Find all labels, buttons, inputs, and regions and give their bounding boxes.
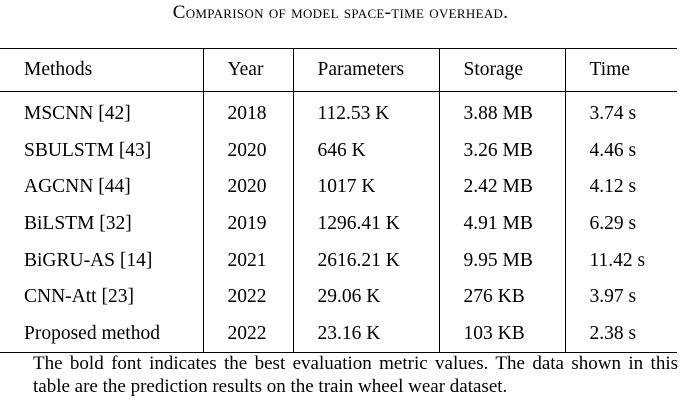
table-row-proposed: Proposed method 2022 23.16 K 103 KB 2.38… — [0, 315, 677, 353]
header-methods: Methods — [0, 48, 204, 92]
cell-storage: 276 KB — [439, 278, 566, 316]
table-footnote: The bold font indicates the best evaluat… — [33, 353, 678, 397]
cell-storage: 3.88 MB — [439, 91, 566, 133]
cell-year: 2022 — [203, 315, 294, 353]
cell-storage-best: 103 KB — [439, 315, 566, 353]
cell-storage: 4.91 MB — [439, 205, 566, 243]
cell-time: 11.42 s — [589, 249, 646, 271]
cell-year: 2019 — [203, 205, 294, 243]
table-row: SBULSTM [43] 2020 646 K 3.26 MB 4.46 s — [0, 132, 677, 170]
table-row: BiGRU-AS [14] 2021 2616.21 K 9.95 MB 11.… — [0, 242, 677, 279]
cell-parameters: 1296.41 K — [293, 205, 440, 243]
cell-year: 2018 — [203, 91, 294, 133]
table-row: MSCNN [42] 2018 112.53 K 3.88 MB 3.74 s — [0, 91, 677, 133]
cell-year: 2020 — [203, 132, 294, 170]
header-parameters: Parameters — [293, 48, 440, 92]
cell-time-best: 2.38 s — [589, 322, 637, 344]
cell-method: MSCNN [42] — [0, 91, 204, 133]
cell-method: BiGRU-AS [14] — [0, 242, 204, 279]
cell-parameters: 1017 K — [293, 169, 440, 206]
cell-parameters-best: 23.16 K — [293, 315, 440, 353]
cell-year: 2020 — [203, 169, 294, 206]
cell-storage: 3.26 MB — [439, 132, 566, 170]
cell-method: AGCNN [44] — [0, 169, 204, 206]
cell-time: 4.12 s — [589, 176, 637, 198]
cell-method: BiLSTM [32] — [0, 205, 204, 243]
cell-year: 2021 — [203, 242, 294, 279]
table-row: AGCNN [44] 2020 1017 K 2.42 MB 4.12 s — [0, 169, 677, 206]
table-header-row: Methods Year Parameters Storage Time — [0, 48, 677, 92]
header-year: Year — [203, 48, 294, 92]
cell-time: 3.97 s — [589, 286, 637, 308]
cell-time: 4.46 s — [589, 139, 637, 161]
cell-time: 3.74 s — [589, 103, 637, 125]
table-row: BiLSTM [32] 2019 1296.41 K 4.91 MB 6.29 … — [0, 205, 677, 243]
header-storage: Storage — [439, 48, 566, 92]
cell-parameters: 112.53 K — [293, 91, 440, 133]
cell-parameters: 646 K — [293, 132, 440, 170]
cell-parameters: 29.06 K — [293, 278, 440, 316]
cell-storage: 9.95 MB — [439, 242, 566, 279]
cell-method: Proposed method — [0, 315, 204, 353]
cell-parameters: 2616.21 K — [293, 242, 440, 279]
cell-storage: 2.42 MB — [439, 169, 566, 206]
cell-method: CNN-Att [23] — [0, 278, 204, 316]
header-time: Time — [589, 59, 630, 80]
cell-time: 6.29 s — [589, 213, 637, 235]
cell-year: 2022 — [203, 278, 294, 316]
table-caption: Comparison of model space-time overhead. — [172, 2, 509, 23]
table-row: CNN-Att [23] 2022 29.06 K 276 KB 3.97 s — [0, 278, 677, 316]
overhead-comparison-table: Methods Year Parameters Storage Time MSC… — [0, 48, 677, 353]
cell-method: SBULSTM [43] — [0, 132, 204, 170]
